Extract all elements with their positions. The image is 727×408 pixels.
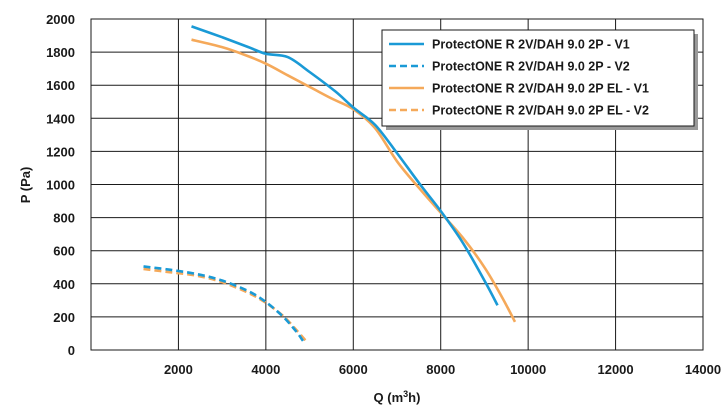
x-tick-label: 6000 [339,362,368,377]
series-line-1 [191,25,499,306]
y-tick-label: 1400 [46,111,75,126]
y-tick-label: 400 [53,277,75,292]
plot-area-frame [90,18,704,351]
x-tick-label: 12000 [597,362,633,377]
y-tick-label: 600 [53,244,75,259]
y-tick-label: 800 [53,211,75,226]
x-axis-title: Q (m3h) [374,389,421,405]
legend-box [381,29,695,127]
legend-label-4: ProtectONE R 2V/DAH 9.0 2P EL - V2 [432,104,649,118]
x-tick-label: 10000 [510,362,546,377]
y-tick-label: 1800 [46,45,75,60]
x-tick-label: 8000 [426,362,455,377]
legend-label-3: ProtectONE R 2V/DAH 9.0 2P EL - V1 [432,82,649,96]
series-lines [143,25,517,344]
y-tick-label: 1600 [46,78,75,93]
legend-label-1: ProtectONE R 2V/DAH 9.0 2P - V1 [432,38,630,52]
y-tick-label: 2000 [46,12,75,27]
y-tick-label: 1000 [46,178,75,193]
series-line-4 [143,267,309,344]
y-axis-ticks: 0 200 400 600 800 1000 1200 1400 1600 1800 2000 [46,12,75,358]
x-axis-ticks: 2000 4000 6000 8000 10000 12000 14000 [164,362,721,377]
x-tick-label: 2000 [164,362,193,377]
legend: ProtectONE R 2V/DAH 9.0 2P - V1 ProtectON… [381,29,698,130]
y-axis-title: P (Pa) [18,167,33,204]
series-line-2 [143,265,305,342]
legend-label-2: ProtectONE R 2V/DAH 9.0 2P - V2 [432,60,630,74]
y-tick-label: 0 [68,343,75,358]
y-tick-label: 200 [53,310,75,325]
y-tick-label: 1200 [46,144,75,159]
x-tick-label: 14000 [685,362,721,377]
x-tick-label: 4000 [251,362,280,377]
